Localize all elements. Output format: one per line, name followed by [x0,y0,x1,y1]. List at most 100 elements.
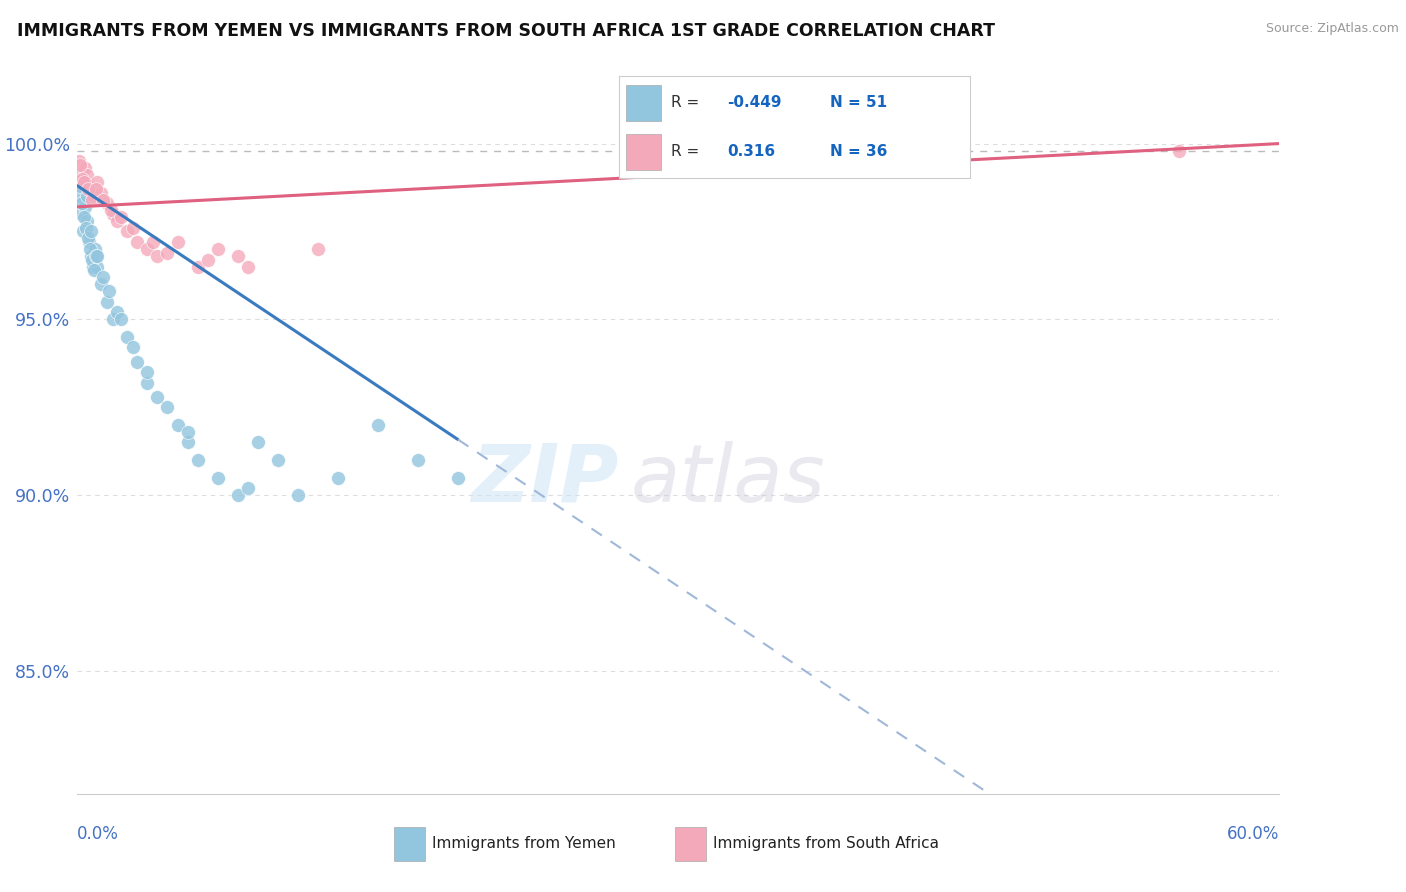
Point [127,354,149,368]
Point [246,435,269,450]
Point [146,249,169,263]
Point [406,453,429,467]
Point [72,196,94,211]
Point [70,207,93,221]
Point [75,221,97,235]
Point [86,175,108,189]
Point [127,235,149,249]
Point [287,488,309,502]
Point [122,341,145,355]
Point [176,425,198,439]
Point [75,161,97,176]
Point [86,249,108,263]
Text: IMMIGRANTS FROM YEMEN VS IMMIGRANTS FROM SOUTH AFRICA 1ST GRADE CORRELATION CHAR: IMMIGRANTS FROM YEMEN VS IMMIGRANTS FROM… [17,22,995,40]
Point [67,154,90,169]
Point [166,235,188,249]
Point [136,365,159,379]
Point [77,182,100,196]
Text: N = 36: N = 36 [830,145,887,160]
Point [186,260,209,274]
Text: -0.449: -0.449 [728,95,782,110]
Point [73,175,96,189]
Text: ZIP: ZIP [471,441,619,519]
Point [76,189,98,203]
Point [117,224,139,238]
Point [447,470,470,484]
Point [69,158,91,172]
Point [267,453,290,467]
Point [70,164,93,178]
Text: Source: ZipAtlas.com: Source: ZipAtlas.com [1265,22,1399,36]
Point [236,481,259,495]
Point [76,168,98,182]
Point [142,235,165,249]
Point [103,312,125,326]
Point [156,401,179,415]
Point [117,330,139,344]
Text: R =: R = [672,95,700,110]
Point [72,224,94,238]
Point [110,312,132,326]
Text: R =: R = [672,145,700,160]
Point [103,207,125,221]
Point [69,178,91,193]
Point [82,252,104,267]
Text: 0.0%: 0.0% [77,825,120,843]
Point [107,305,129,319]
Point [156,245,179,260]
Point [107,214,129,228]
Point [1168,144,1191,158]
Point [72,171,94,186]
Point [76,214,98,228]
Point [90,186,112,200]
Text: 0.316: 0.316 [728,145,776,160]
Point [80,249,103,263]
Point [75,200,97,214]
Point [90,277,112,292]
Point [326,470,349,484]
Point [84,242,107,256]
Point [307,242,329,256]
Point [67,189,90,203]
Text: Immigrants from Yemen: Immigrants from Yemen [432,837,616,851]
Point [226,488,249,502]
Point [82,193,104,207]
Point [176,435,198,450]
Point [86,260,108,274]
Point [82,260,104,274]
Point [207,470,229,484]
Point [80,224,103,238]
Text: 60.0%: 60.0% [1227,825,1279,843]
Point [236,260,259,274]
Point [79,242,101,256]
Point [73,211,96,225]
Point [100,203,122,218]
Point [79,178,101,193]
Point [367,417,389,432]
Point [93,270,115,285]
Point [86,182,108,196]
Point [83,263,105,277]
Point [122,221,145,235]
Text: Immigrants from South Africa: Immigrants from South Africa [713,837,939,851]
Point [186,453,209,467]
Point [82,189,104,203]
Point [96,294,118,309]
FancyBboxPatch shape [626,135,661,170]
Point [96,196,118,211]
Point [110,211,132,225]
Point [72,171,94,186]
Point [136,242,159,256]
Point [207,242,229,256]
Point [72,171,94,186]
Text: N = 51: N = 51 [830,95,887,110]
Text: atlas: atlas [630,441,825,519]
Point [197,252,219,267]
Point [79,235,101,249]
Point [86,249,108,263]
Point [146,390,169,404]
Point [98,284,121,298]
Point [166,417,188,432]
Point [136,376,159,390]
Point [93,193,115,207]
